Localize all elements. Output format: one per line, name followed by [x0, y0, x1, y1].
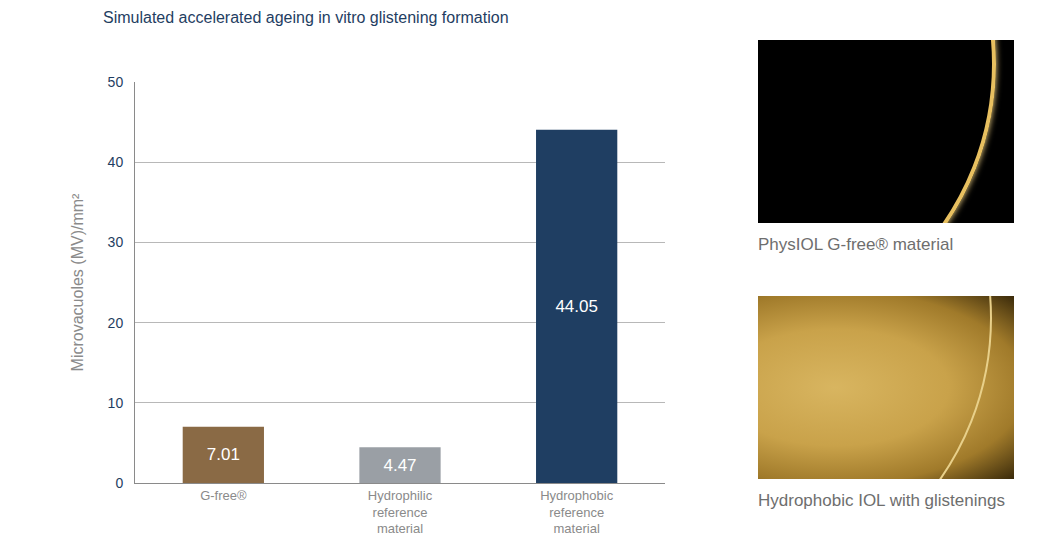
svg-text:0: 0 — [115, 475, 123, 491]
svg-text:50: 50 — [108, 74, 124, 90]
svg-text:40: 40 — [108, 154, 124, 170]
svg-text:Simulated accelerated ageing i: Simulated accelerated ageing in vitro gl… — [103, 9, 509, 26]
svg-text:Hydrophobicreferencematerial: Hydrophobicreferencematerial — [540, 488, 613, 537]
svg-text:G-free®: G-free® — [200, 488, 247, 503]
svg-text:10: 10 — [108, 395, 124, 411]
svg-text:Hydrophilicreferencematerial: Hydrophilicreferencematerial — [368, 488, 433, 537]
svg-text:20: 20 — [108, 315, 124, 331]
svg-text:7.01: 7.01 — [207, 445, 240, 464]
html-text:Hydrophobic IOL with glistenin: Hydrophobic IOL with glistenings — [758, 491, 1005, 510]
svg-text:30: 30 — [108, 234, 124, 250]
svg-text:44.05: 44.05 — [555, 297, 598, 316]
svg-text:4.47: 4.47 — [383, 456, 416, 475]
svg-text:Microvacuoles (MV)/mm²: Microvacuoles (MV)/mm² — [69, 193, 86, 371]
html-text:PhysIOL G-free® material: PhysIOL G-free® material — [758, 235, 954, 254]
